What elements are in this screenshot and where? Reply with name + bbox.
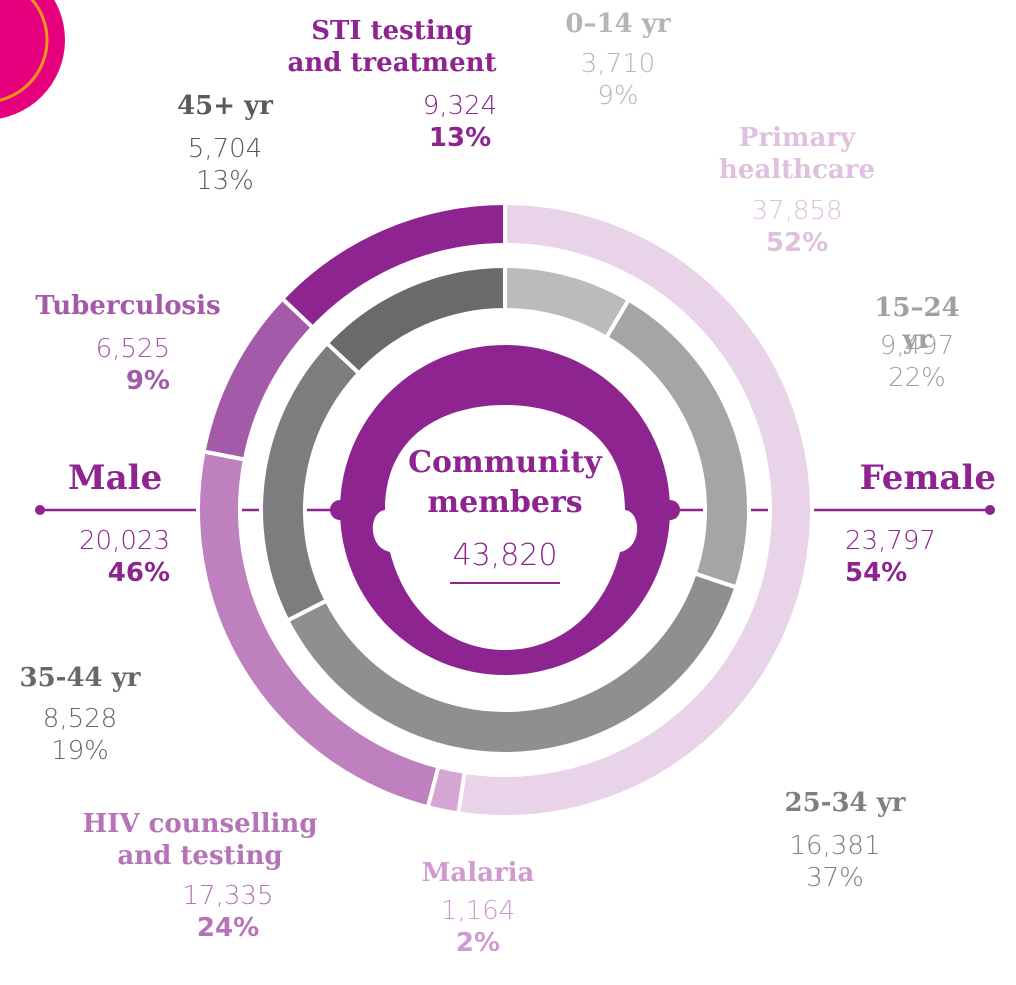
center-total: 43,820 xyxy=(452,538,558,573)
category-label: Malaria xyxy=(421,858,535,888)
value-label: 9,324 xyxy=(422,91,498,121)
value-label: 3,710 xyxy=(580,49,656,79)
value-label: 1,164 xyxy=(440,896,516,926)
percent-label: 24% xyxy=(196,913,260,943)
category-label: 0–14 yr xyxy=(565,9,671,39)
split-dot xyxy=(330,500,350,520)
split-label: Male xyxy=(68,458,163,498)
corner-ring xyxy=(0,0,49,102)
value-label: 6,525 xyxy=(95,334,170,364)
percent-label: 19% xyxy=(51,736,109,766)
value-label: 9,497 xyxy=(879,331,955,361)
value-label: 17,335 xyxy=(182,881,274,911)
split-value: 20,023 xyxy=(79,526,170,556)
split-percent: 46% xyxy=(107,558,170,588)
age-segment xyxy=(503,263,632,341)
percent-label: 2% xyxy=(455,928,501,958)
percent-label: 37% xyxy=(806,863,864,893)
percent-label: 13% xyxy=(428,123,492,153)
head-icon xyxy=(372,405,638,650)
percent-label: 9% xyxy=(125,366,170,396)
corner-decoration xyxy=(0,0,65,119)
service-segment xyxy=(279,200,507,331)
split-percent: 54% xyxy=(845,558,908,588)
category-label: STI testing and treatment xyxy=(287,16,497,78)
percent-label: 22% xyxy=(888,363,946,393)
category-label: 25-34 yr xyxy=(784,788,906,818)
category-label: 35-44 yr xyxy=(19,663,141,693)
category-label: Primary healthcare xyxy=(719,123,875,185)
category-label: 15–24 yr xyxy=(874,293,960,355)
percent-label: 9% xyxy=(597,81,639,111)
split-dot xyxy=(35,505,45,515)
value-label: 37,858 xyxy=(751,196,843,226)
split-dot xyxy=(985,505,995,515)
rings xyxy=(196,200,814,819)
category-label: HIV counselling and testing xyxy=(82,809,318,871)
percent-label: 13% xyxy=(196,166,254,196)
split-dot xyxy=(660,500,680,520)
value-label: 5,704 xyxy=(187,134,263,164)
split-value: 23,797 xyxy=(845,526,936,556)
percent-label: 52% xyxy=(765,228,829,258)
age-segment xyxy=(284,570,739,756)
value-label: 8,528 xyxy=(42,704,118,734)
age-segment xyxy=(324,263,507,377)
center-title: Community members xyxy=(408,445,602,520)
category-label: 45+ yr xyxy=(177,91,273,121)
service-segment xyxy=(456,200,814,819)
category-label: Tuberculosis xyxy=(35,291,221,321)
split-label: Female xyxy=(859,458,996,498)
value-label: 16,381 xyxy=(789,831,881,861)
